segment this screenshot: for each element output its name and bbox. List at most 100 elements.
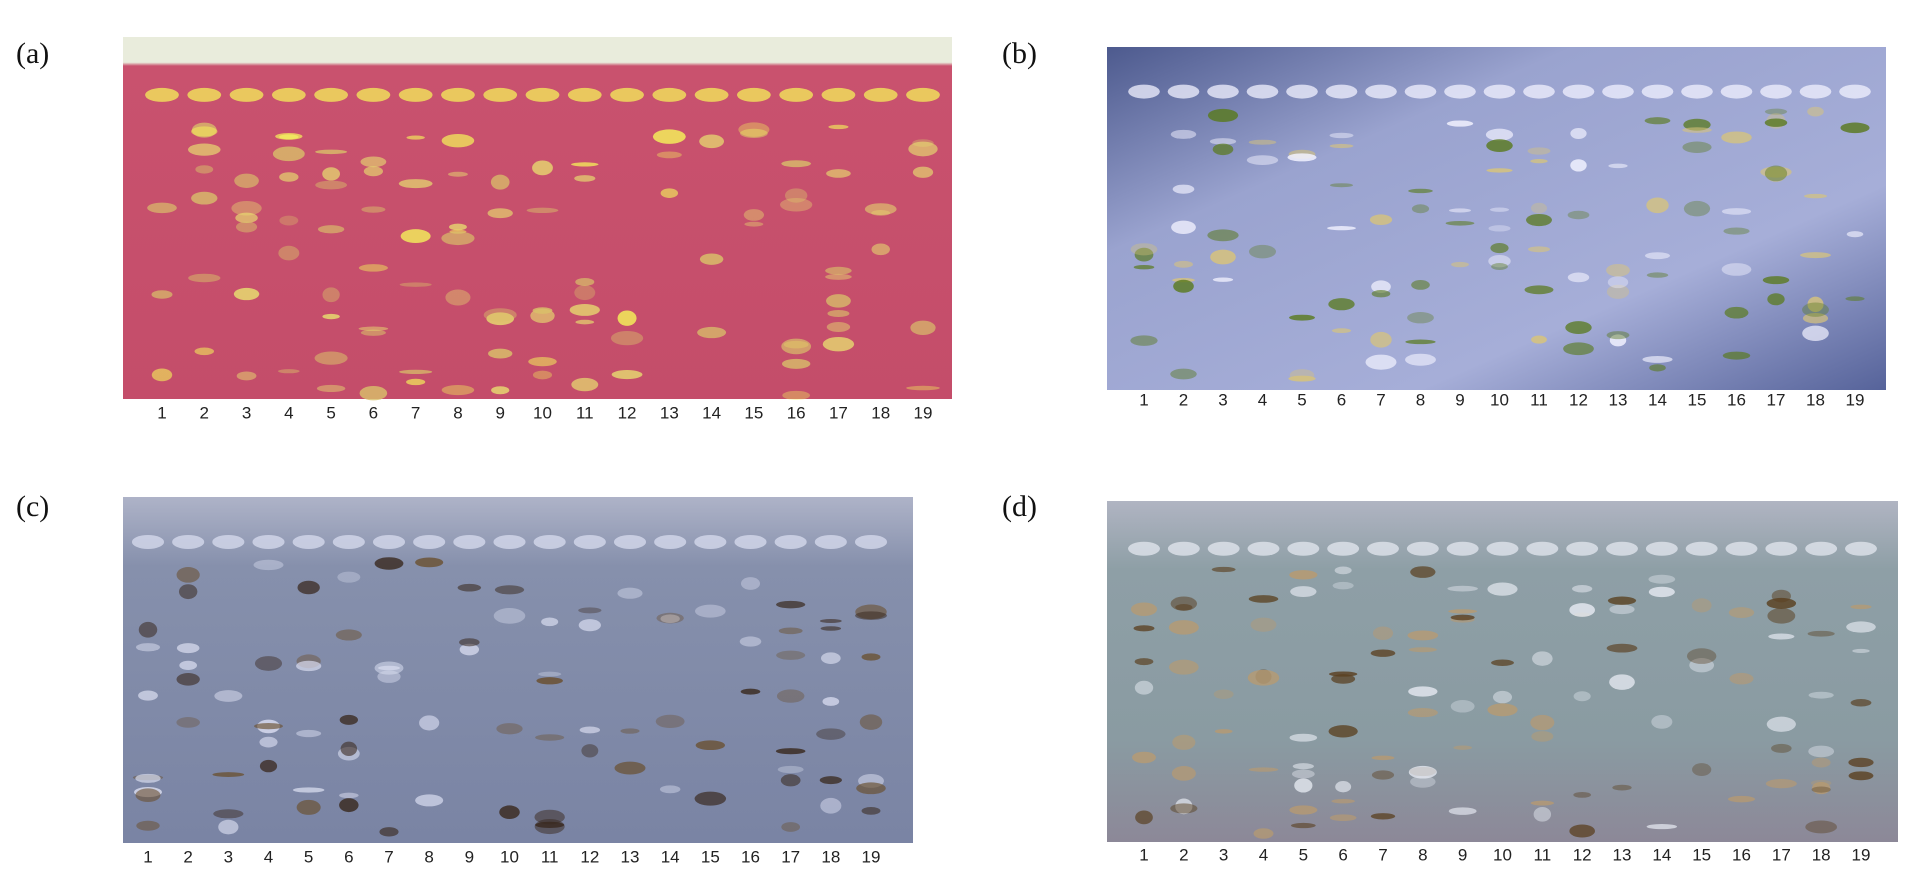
lane-number: 11 <box>1530 390 1548 409</box>
band <box>1530 159 1548 164</box>
band <box>781 160 811 168</box>
band <box>1527 147 1551 155</box>
band <box>822 336 855 352</box>
band <box>578 607 602 614</box>
band <box>776 650 806 660</box>
band <box>231 201 262 216</box>
band <box>1807 630 1835 637</box>
band <box>569 303 600 316</box>
panel-label: (b) <box>1002 37 1037 70</box>
band <box>1290 822 1316 829</box>
band <box>1172 734 1196 750</box>
band <box>1771 589 1791 603</box>
spot <box>814 534 847 549</box>
band <box>490 174 510 190</box>
lane-number: 9 <box>465 847 474 866</box>
band <box>296 799 321 815</box>
band <box>441 384 475 396</box>
band <box>781 358 811 369</box>
band <box>1530 714 1555 731</box>
lane-number: 9 <box>1455 390 1464 409</box>
band <box>871 243 890 256</box>
lane-number: 19 <box>1852 845 1871 864</box>
band <box>538 671 562 677</box>
band <box>1207 229 1239 242</box>
band <box>1407 707 1438 718</box>
band <box>744 221 764 227</box>
band <box>138 690 158 701</box>
band <box>1329 143 1354 149</box>
band <box>1612 784 1632 791</box>
band <box>827 309 850 318</box>
spot <box>1128 541 1160 556</box>
band <box>499 805 520 819</box>
band <box>496 723 523 735</box>
spot <box>131 534 165 549</box>
lane-number: 15 <box>744 403 763 422</box>
band <box>1721 208 1752 215</box>
lane-number: 7 <box>1376 390 1385 409</box>
band <box>1134 247 1154 262</box>
band <box>138 621 158 638</box>
band <box>191 191 218 205</box>
band <box>1644 252 1671 260</box>
band <box>738 122 770 137</box>
band <box>1648 586 1675 598</box>
band <box>825 266 852 275</box>
spot <box>1286 84 1318 99</box>
band <box>1573 791 1592 798</box>
spot <box>1562 84 1595 99</box>
band <box>1764 118 1788 127</box>
spot <box>906 87 940 102</box>
band <box>1766 597 1797 609</box>
band <box>578 619 601 632</box>
band <box>1488 254 1511 268</box>
band <box>1174 260 1193 268</box>
band <box>526 207 559 214</box>
band <box>1171 766 1196 781</box>
band <box>1808 691 1834 699</box>
band <box>448 223 467 231</box>
band <box>1491 659 1514 666</box>
band <box>494 585 525 595</box>
lane-number: 18 <box>871 403 890 422</box>
band <box>1487 703 1518 717</box>
band <box>445 289 471 306</box>
band <box>1209 138 1237 145</box>
band <box>1609 334 1627 347</box>
band <box>1728 607 1755 618</box>
band <box>1689 658 1715 673</box>
band <box>1803 193 1828 199</box>
band <box>1729 672 1754 685</box>
band <box>856 782 886 795</box>
band <box>571 377 599 392</box>
band <box>188 273 221 283</box>
band <box>214 690 243 702</box>
lane-number: 14 <box>702 403 721 422</box>
band <box>1490 207 1509 212</box>
lane-number: 19 <box>914 403 933 422</box>
band <box>363 166 383 177</box>
band <box>1607 276 1629 289</box>
band <box>236 371 257 381</box>
band <box>1407 630 1439 641</box>
spot <box>1566 541 1599 556</box>
band <box>739 636 762 647</box>
lane-number: 5 <box>1299 845 1308 864</box>
spot <box>1167 541 1200 556</box>
spot <box>610 87 644 102</box>
band <box>1331 328 1352 334</box>
band <box>775 748 806 755</box>
band <box>1450 614 1475 621</box>
spot <box>654 534 687 549</box>
band <box>151 290 173 299</box>
lane-number: 10 <box>500 847 519 866</box>
band <box>1490 242 1509 254</box>
band <box>1524 285 1554 295</box>
band <box>1569 603 1596 617</box>
band <box>1449 208 1471 213</box>
band <box>1649 364 1666 372</box>
band <box>740 577 761 590</box>
band <box>1329 132 1354 139</box>
band <box>1130 602 1158 617</box>
